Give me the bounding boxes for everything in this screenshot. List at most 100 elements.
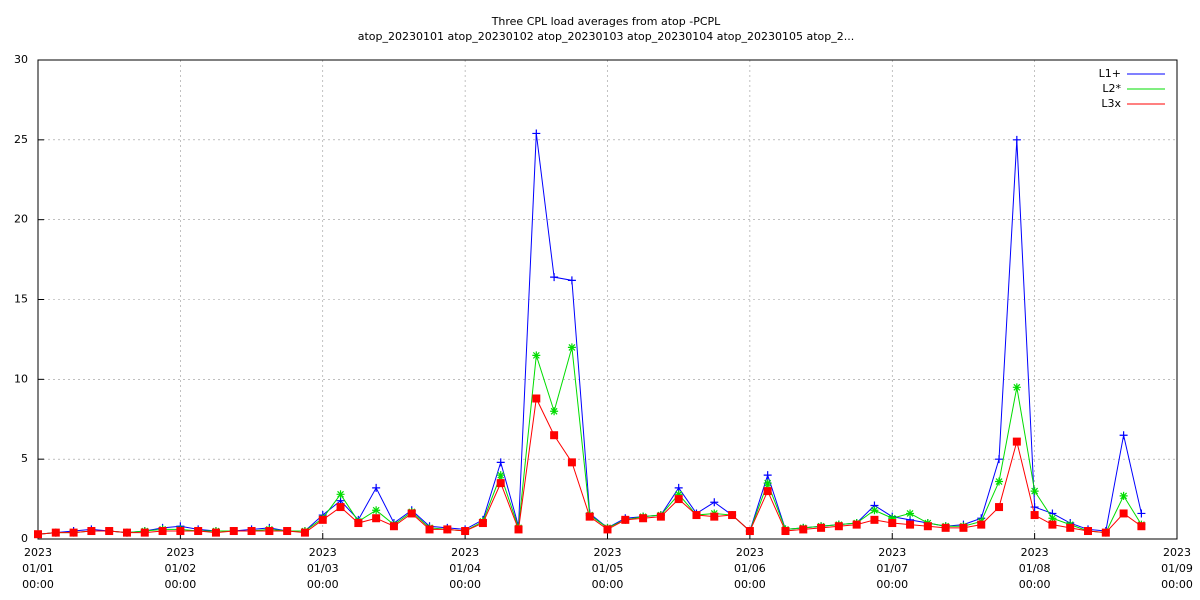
point xyxy=(1012,135,1021,144)
point xyxy=(1030,503,1039,512)
marker xyxy=(995,455,1004,464)
point xyxy=(817,523,826,532)
marker xyxy=(1137,522,1146,531)
point xyxy=(906,520,915,529)
point xyxy=(194,527,203,536)
marker xyxy=(372,514,381,523)
point xyxy=(176,527,185,536)
plot-frame xyxy=(37,59,1178,540)
point xyxy=(1030,487,1039,496)
marker xyxy=(710,498,719,507)
point xyxy=(941,523,950,532)
point xyxy=(372,514,381,523)
marker xyxy=(1030,511,1039,520)
marker xyxy=(389,522,398,531)
marker xyxy=(567,276,576,285)
marker xyxy=(229,527,238,536)
marker xyxy=(1012,135,1021,144)
marker xyxy=(176,527,185,536)
point xyxy=(87,527,96,536)
point xyxy=(728,511,737,520)
y-tick-label: 30 xyxy=(14,53,28,66)
marker xyxy=(514,525,523,534)
marker xyxy=(247,527,256,536)
x-tick-label: 2023 xyxy=(24,546,52,559)
point xyxy=(567,276,576,285)
point xyxy=(532,351,541,360)
marker xyxy=(1119,431,1128,440)
point xyxy=(639,514,648,523)
x-tick-label: 01/05 xyxy=(592,562,624,575)
x-tick-label: 00:00 xyxy=(449,578,481,591)
point xyxy=(496,458,505,467)
point xyxy=(977,520,986,529)
point xyxy=(692,511,701,520)
marker xyxy=(1048,514,1056,522)
marker xyxy=(211,528,220,537)
marker xyxy=(871,506,878,514)
x-tick-label: 01/07 xyxy=(876,562,908,575)
point xyxy=(567,458,576,467)
marker xyxy=(372,506,380,514)
marker xyxy=(567,458,576,467)
marker xyxy=(817,523,826,532)
point xyxy=(621,515,630,524)
point xyxy=(852,520,861,529)
marker xyxy=(496,479,505,488)
point xyxy=(496,479,505,488)
marker xyxy=(461,527,470,536)
x-tick-label: 00:00 xyxy=(876,578,908,591)
marker xyxy=(105,527,114,536)
marker xyxy=(1137,509,1146,518)
point xyxy=(514,525,523,534)
point xyxy=(959,523,968,532)
point xyxy=(745,527,754,536)
marker xyxy=(1066,523,1075,532)
point xyxy=(870,515,879,524)
x-tick-label: 01/09 xyxy=(1161,562,1193,575)
marker xyxy=(443,525,452,534)
point xyxy=(34,530,42,539)
marker xyxy=(354,519,363,528)
point xyxy=(1048,520,1057,529)
point xyxy=(407,509,416,518)
point xyxy=(265,527,274,536)
marker xyxy=(532,394,541,403)
point xyxy=(585,512,594,521)
legend-label: L3x xyxy=(1101,97,1121,110)
point xyxy=(674,495,683,504)
point xyxy=(229,527,238,536)
chart-subtitle: atop_20230101 atop_20230102 atop_2023010… xyxy=(358,30,855,43)
legend-label: L1+ xyxy=(1099,67,1121,80)
marker xyxy=(194,527,203,536)
marker xyxy=(478,519,487,528)
point xyxy=(425,525,434,534)
x-tick-label: 00:00 xyxy=(1161,578,1193,591)
x-tick-label: 01/08 xyxy=(1019,562,1051,575)
point xyxy=(1119,431,1128,440)
point xyxy=(532,394,541,403)
marker xyxy=(763,471,772,480)
marker xyxy=(568,343,576,351)
marker xyxy=(728,511,737,520)
point xyxy=(318,515,327,524)
legend-label: L2* xyxy=(1102,82,1121,95)
x-tick-label: 2023 xyxy=(451,546,479,559)
point xyxy=(603,525,612,534)
marker xyxy=(1030,503,1039,512)
x-tick-label: 01/04 xyxy=(449,562,481,575)
point xyxy=(372,483,381,492)
y-tick-label: 20 xyxy=(14,213,28,226)
point xyxy=(158,527,167,536)
marker xyxy=(745,527,754,536)
point xyxy=(1119,509,1128,518)
point xyxy=(389,522,398,531)
marker xyxy=(906,520,915,529)
point xyxy=(443,525,452,534)
marker xyxy=(1084,527,1093,536)
point xyxy=(1101,528,1110,537)
point xyxy=(995,503,1004,512)
point xyxy=(1066,523,1075,532)
marker xyxy=(550,431,559,440)
y-tick-label: 10 xyxy=(14,372,28,385)
